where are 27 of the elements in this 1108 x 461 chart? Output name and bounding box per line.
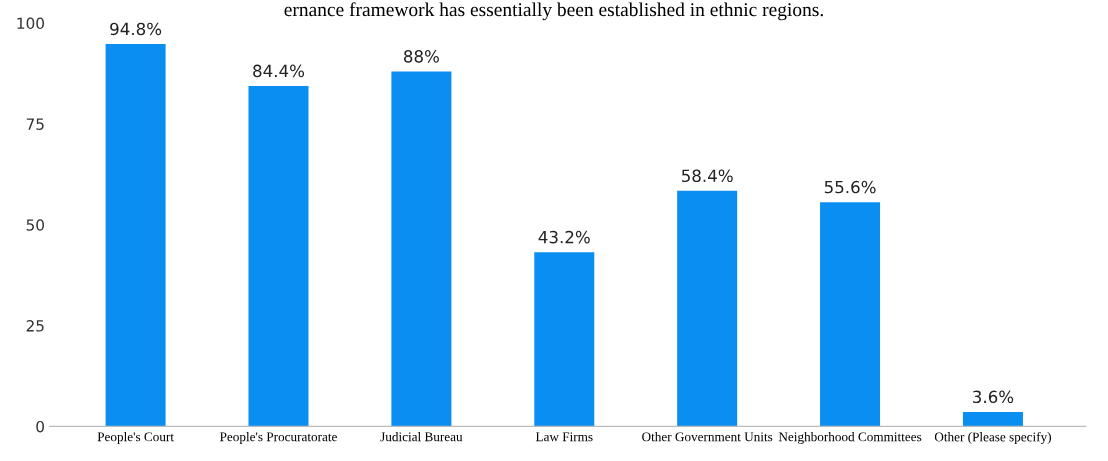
bar [820,202,881,427]
data-label: 84.4% [253,64,305,78]
x-tick-label: Judicial Bureau [380,431,463,442]
y-tick-label: 25 [26,320,44,332]
data-label: 94.8% [110,22,162,36]
bar [677,190,738,427]
y-tick-label: 0 [36,420,44,433]
text: ernance framework has essentially been established in ethnic regions. [284,2,823,21]
data-label: 43.2% [538,230,590,244]
x-tick-label: Neighborhood Committees [778,431,922,444]
y-tick-label: 75 [26,118,44,130]
x-tick-label: People's Court [97,431,174,444]
y-tick-label: 100 [17,17,44,30]
bar [962,411,1023,427]
data-label: 88% [403,50,439,63]
y-tick-label: 50 [26,219,44,231]
data-label: 3.6% [973,390,1014,404]
x-tick-label: Law Firms [535,432,593,442]
data-label: 55.6% [824,180,876,194]
data-label: 58.4% [681,169,733,183]
x-tick-label: Other Government Units [642,431,773,442]
bar [105,44,166,427]
bar [391,71,452,427]
x-tick-label: People's Procuratorate [219,431,337,444]
x-tick-label: Other (Please specify) [934,431,1051,445]
bar [248,85,309,427]
bar [534,252,595,427]
